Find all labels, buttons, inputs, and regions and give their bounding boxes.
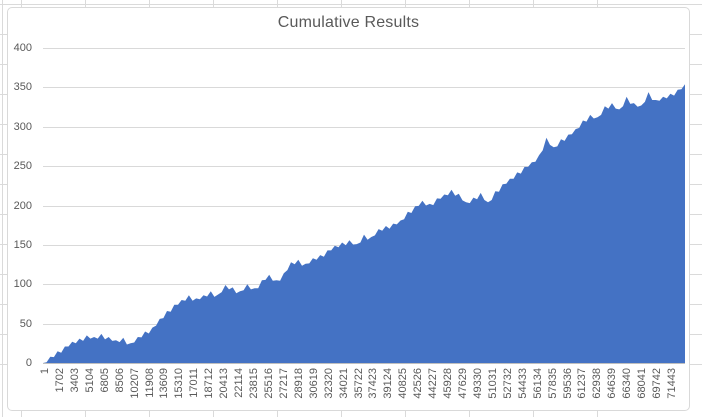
x-tick-label: 64639 — [606, 368, 619, 399]
y-tick-label: 350 — [13, 81, 32, 93]
y-gridline — [43, 127, 685, 128]
x-tick-label: 42526 — [412, 368, 425, 399]
x-tick-label: 5104 — [83, 368, 96, 393]
x-tick-label: 47629 — [457, 368, 470, 399]
x-tick-label: 61237 — [576, 368, 589, 399]
x-tick-label: 52732 — [501, 368, 514, 399]
y-tick-label: 50 — [19, 318, 32, 330]
x-tick-label: 69742 — [651, 368, 664, 399]
y-gridline — [43, 206, 685, 207]
y-tick-label: 150 — [13, 239, 32, 251]
x-tick-label: 68041 — [636, 368, 649, 399]
chart-canvas[interactable]: Cumulative Results 0 50 100 150 200 250 300 350… — [7, 7, 690, 411]
x-tick-label: 71443 — [666, 368, 679, 399]
x-tick-label: 57835 — [546, 368, 559, 399]
y-tick-label: 250 — [13, 160, 32, 172]
x-tick-label: 40825 — [397, 368, 410, 399]
x-tick-label: 6805 — [98, 368, 111, 393]
area-series-shape[interactable] — [43, 84, 685, 363]
x-tick-label: 20413 — [218, 368, 231, 399]
x-tick-label: 3403 — [68, 368, 81, 393]
x-tick-label: 44227 — [427, 368, 440, 399]
x-tick-label: 1 — [39, 368, 51, 375]
y-tick-label: 100 — [13, 278, 32, 290]
y-tick-label: 0 — [25, 357, 32, 369]
x-tick-label: 15310 — [173, 368, 186, 399]
x-tick-label: 28918 — [292, 368, 305, 399]
x-tick-label: 45928 — [442, 368, 455, 399]
x-tick-label: 62938 — [591, 368, 604, 399]
y-gridline — [43, 48, 685, 49]
x-tick-label: 66340 — [621, 368, 634, 399]
y-tick-label: 200 — [13, 200, 32, 212]
x-tick-label: 59536 — [561, 368, 574, 399]
x-tick-label: 23815 — [248, 368, 261, 399]
x-tick-label: 10207 — [128, 368, 141, 399]
x-tick-label: 13609 — [158, 368, 171, 399]
x-tick-label: 27217 — [277, 368, 290, 399]
x-tick-label: 39124 — [382, 368, 395, 399]
x-tick-label: 18712 — [203, 368, 216, 399]
y-gridline — [43, 87, 685, 88]
x-tick-label: 1702 — [53, 368, 66, 393]
x-tick-label: 37423 — [367, 368, 380, 399]
x-tick-label: 30619 — [307, 368, 320, 399]
x-tick-label: 25516 — [262, 368, 275, 399]
x-tick-label: 8506 — [113, 368, 126, 393]
y-gridline — [43, 166, 685, 167]
x-tick-label: 11908 — [143, 368, 156, 398]
x-tick-label: 54433 — [516, 368, 529, 399]
x-tick-label: 49330 — [471, 368, 484, 399]
area-series[interactable] — [43, 45, 685, 364]
x-tick-label: 35722 — [352, 368, 365, 399]
x-tick-label: 34021 — [337, 368, 350, 399]
x-tick-label: 32320 — [322, 368, 335, 399]
x-tick-label: 51031 — [486, 368, 499, 399]
y-tick-label: 300 — [13, 121, 32, 133]
x-axis-line — [43, 363, 685, 364]
chart-title: Cumulative Results — [277, 14, 420, 31]
y-tick-label: 400 — [13, 42, 32, 54]
x-tick-label: 17011 — [188, 368, 201, 398]
x-tick-label: 22114 — [233, 368, 246, 398]
x-tick-label: 56134 — [531, 368, 544, 399]
